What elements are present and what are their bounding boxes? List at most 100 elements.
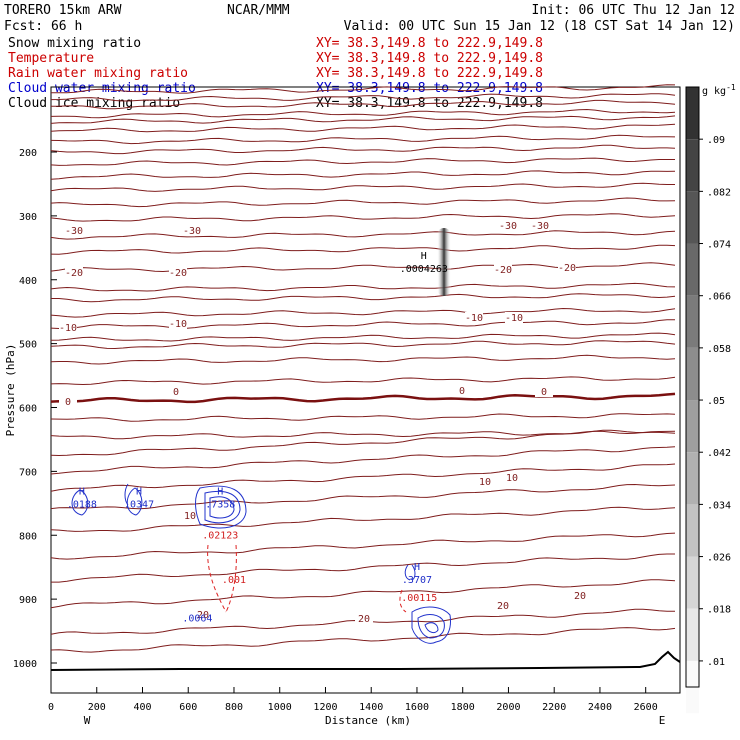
colorbar-swatch: [686, 452, 699, 505]
colorbar-frame: [685, 86, 700, 688]
isotherm-line: [50, 115, 676, 124]
isotherm-label-bg: [476, 476, 494, 487]
isotherm-line: [50, 307, 676, 318]
isotherm-label-bg: [494, 264, 512, 275]
maximum-value: .0188: [67, 500, 97, 511]
terrain-line: [50, 650, 681, 671]
maximum-value: .7358: [205, 500, 235, 511]
cloud-contour: [204, 490, 241, 524]
isotherm-label: 10: [479, 477, 491, 488]
isotherm-line: [50, 463, 676, 492]
isotherm-line: [51, 553, 675, 583]
maximum-mark: H: [217, 487, 223, 498]
field-xy-cloud-water: XY= 38.3,149.8 to 222.9,149.8: [316, 81, 543, 96]
isotherm-label: 0: [173, 387, 179, 398]
y-tick-label: 900: [19, 595, 37, 606]
maximum-mark: H: [136, 487, 142, 498]
y-tick-label: 200: [19, 148, 37, 159]
colorbar-swatch: [686, 295, 699, 348]
colorbar-label: .026: [707, 553, 731, 564]
x-right-end-label: E: [659, 714, 666, 727]
isotherm-label: -10: [465, 313, 483, 324]
isotherm-line: [50, 157, 675, 166]
isotherm-label: 10: [184, 511, 196, 522]
isotherm-label-bg: [494, 600, 512, 611]
isotherm-label-bg: [571, 590, 589, 601]
maximum-value: .001: [222, 575, 246, 586]
x-axis-label: Distance (km): [325, 714, 411, 727]
isotherm-line: [50, 262, 676, 273]
colorbar-swatch: [686, 139, 699, 192]
isotherm-label-bg: [453, 385, 471, 396]
y-axis-label: Pressure (hPa): [4, 344, 17, 437]
isotherm-label: 20: [574, 591, 586, 602]
colorbar-swatch: [686, 608, 699, 661]
x-tick-label: 1200: [313, 702, 337, 713]
cloud-contour: [126, 487, 143, 516]
cloud-water-contours: [71, 483, 451, 644]
isotherm-label-bg: [183, 225, 201, 236]
x-tick-label: 1400: [359, 702, 383, 713]
isotherm-label: 20: [197, 610, 209, 621]
isotherm-line: [50, 319, 676, 329]
isotherm-line: [50, 413, 676, 422]
colorbar-swatch: [686, 504, 699, 557]
maximum-value: .02123: [202, 530, 238, 541]
maximum-value: .00115: [401, 593, 437, 604]
isotherm-label: -30: [65, 226, 83, 237]
colorbar-label: .082: [707, 187, 731, 198]
isotherm-label: -30: [499, 221, 517, 232]
x-tick-label: 400: [133, 702, 151, 713]
isotherm-line: [50, 123, 676, 133]
colorbar-swatch: [686, 556, 699, 609]
field-xy-temperature: XY= 38.3,149.8 to 222.9,149.8: [316, 51, 543, 66]
center-name: NCAR/MMM: [227, 3, 290, 18]
isotherm-line: [50, 93, 676, 102]
field-xy-snow: XY= 38.3,149.8 to 222.9,149.8: [316, 36, 543, 51]
isotherm-label-bg: [169, 318, 187, 329]
colorbar-label: .074: [707, 240, 731, 251]
isotherm-line: [50, 340, 676, 350]
isotherm-line: [50, 197, 676, 208]
isotherm-line: [50, 144, 676, 155]
x-tick-label: 1800: [451, 702, 475, 713]
x-tick-label: 2400: [588, 702, 612, 713]
temperature-labels: -30 -30 -30 -30 -20 -20 -20 -20 -10 -10 -10 -10 0 0 0 0…: [59, 220, 589, 625]
isotherm-line: [50, 230, 676, 240]
isotherm-label-bg: [499, 220, 517, 231]
x-tick-label: 600: [179, 702, 197, 713]
y-axis: 200 300 400 500 600 700 800 900 1000: [13, 148, 57, 670]
y-tick-label: 1000: [13, 659, 37, 670]
isotherm-line: [50, 282, 676, 292]
isotherm-label-bg: [355, 613, 373, 624]
isotherm-line: [50, 429, 676, 440]
isotherm-label: -10: [505, 313, 523, 324]
colorbar-unit-exp: -1: [726, 83, 736, 92]
cloud-contour: [404, 564, 411, 581]
isotherm-line: [50, 627, 676, 653]
field-name-cloud-water: Cloud water mixing ratio: [8, 81, 196, 96]
forecast-hour: Fcst: 66 h: [4, 19, 82, 34]
colorbar: .09 .082 .074 .066 .058 .05 .042 .034 .026 .018 .0…: [685, 86, 731, 714]
isotherm-label: -20: [169, 268, 187, 279]
maximum-value: .0064: [182, 613, 212, 624]
maximum-mark: H: [414, 562, 420, 573]
rain-contour: [225, 544, 237, 613]
y-tick-label: 500: [19, 340, 37, 351]
maximum-value: .3707: [402, 575, 432, 586]
x-tick-label: 800: [225, 702, 243, 713]
cloud-contour: [424, 622, 439, 634]
colorbar-label: .09: [707, 135, 725, 146]
x-tick-label: 1000: [268, 702, 292, 713]
colorbar-label: .066: [707, 292, 731, 303]
colorbar-label: .018: [707, 605, 731, 616]
x-tick-label: 0: [48, 702, 54, 713]
x-tick-label: 1600: [405, 702, 429, 713]
isotherm-line: [50, 506, 676, 532]
cloud-contour: [411, 606, 451, 644]
isotherm-label: 10: [506, 473, 518, 484]
isotherm-line: [50, 182, 675, 192]
isotherm-line: [50, 446, 676, 475]
isotherm-label-bg: [167, 386, 185, 397]
field-name-rain: Rain water mixing ratio: [8, 66, 188, 81]
